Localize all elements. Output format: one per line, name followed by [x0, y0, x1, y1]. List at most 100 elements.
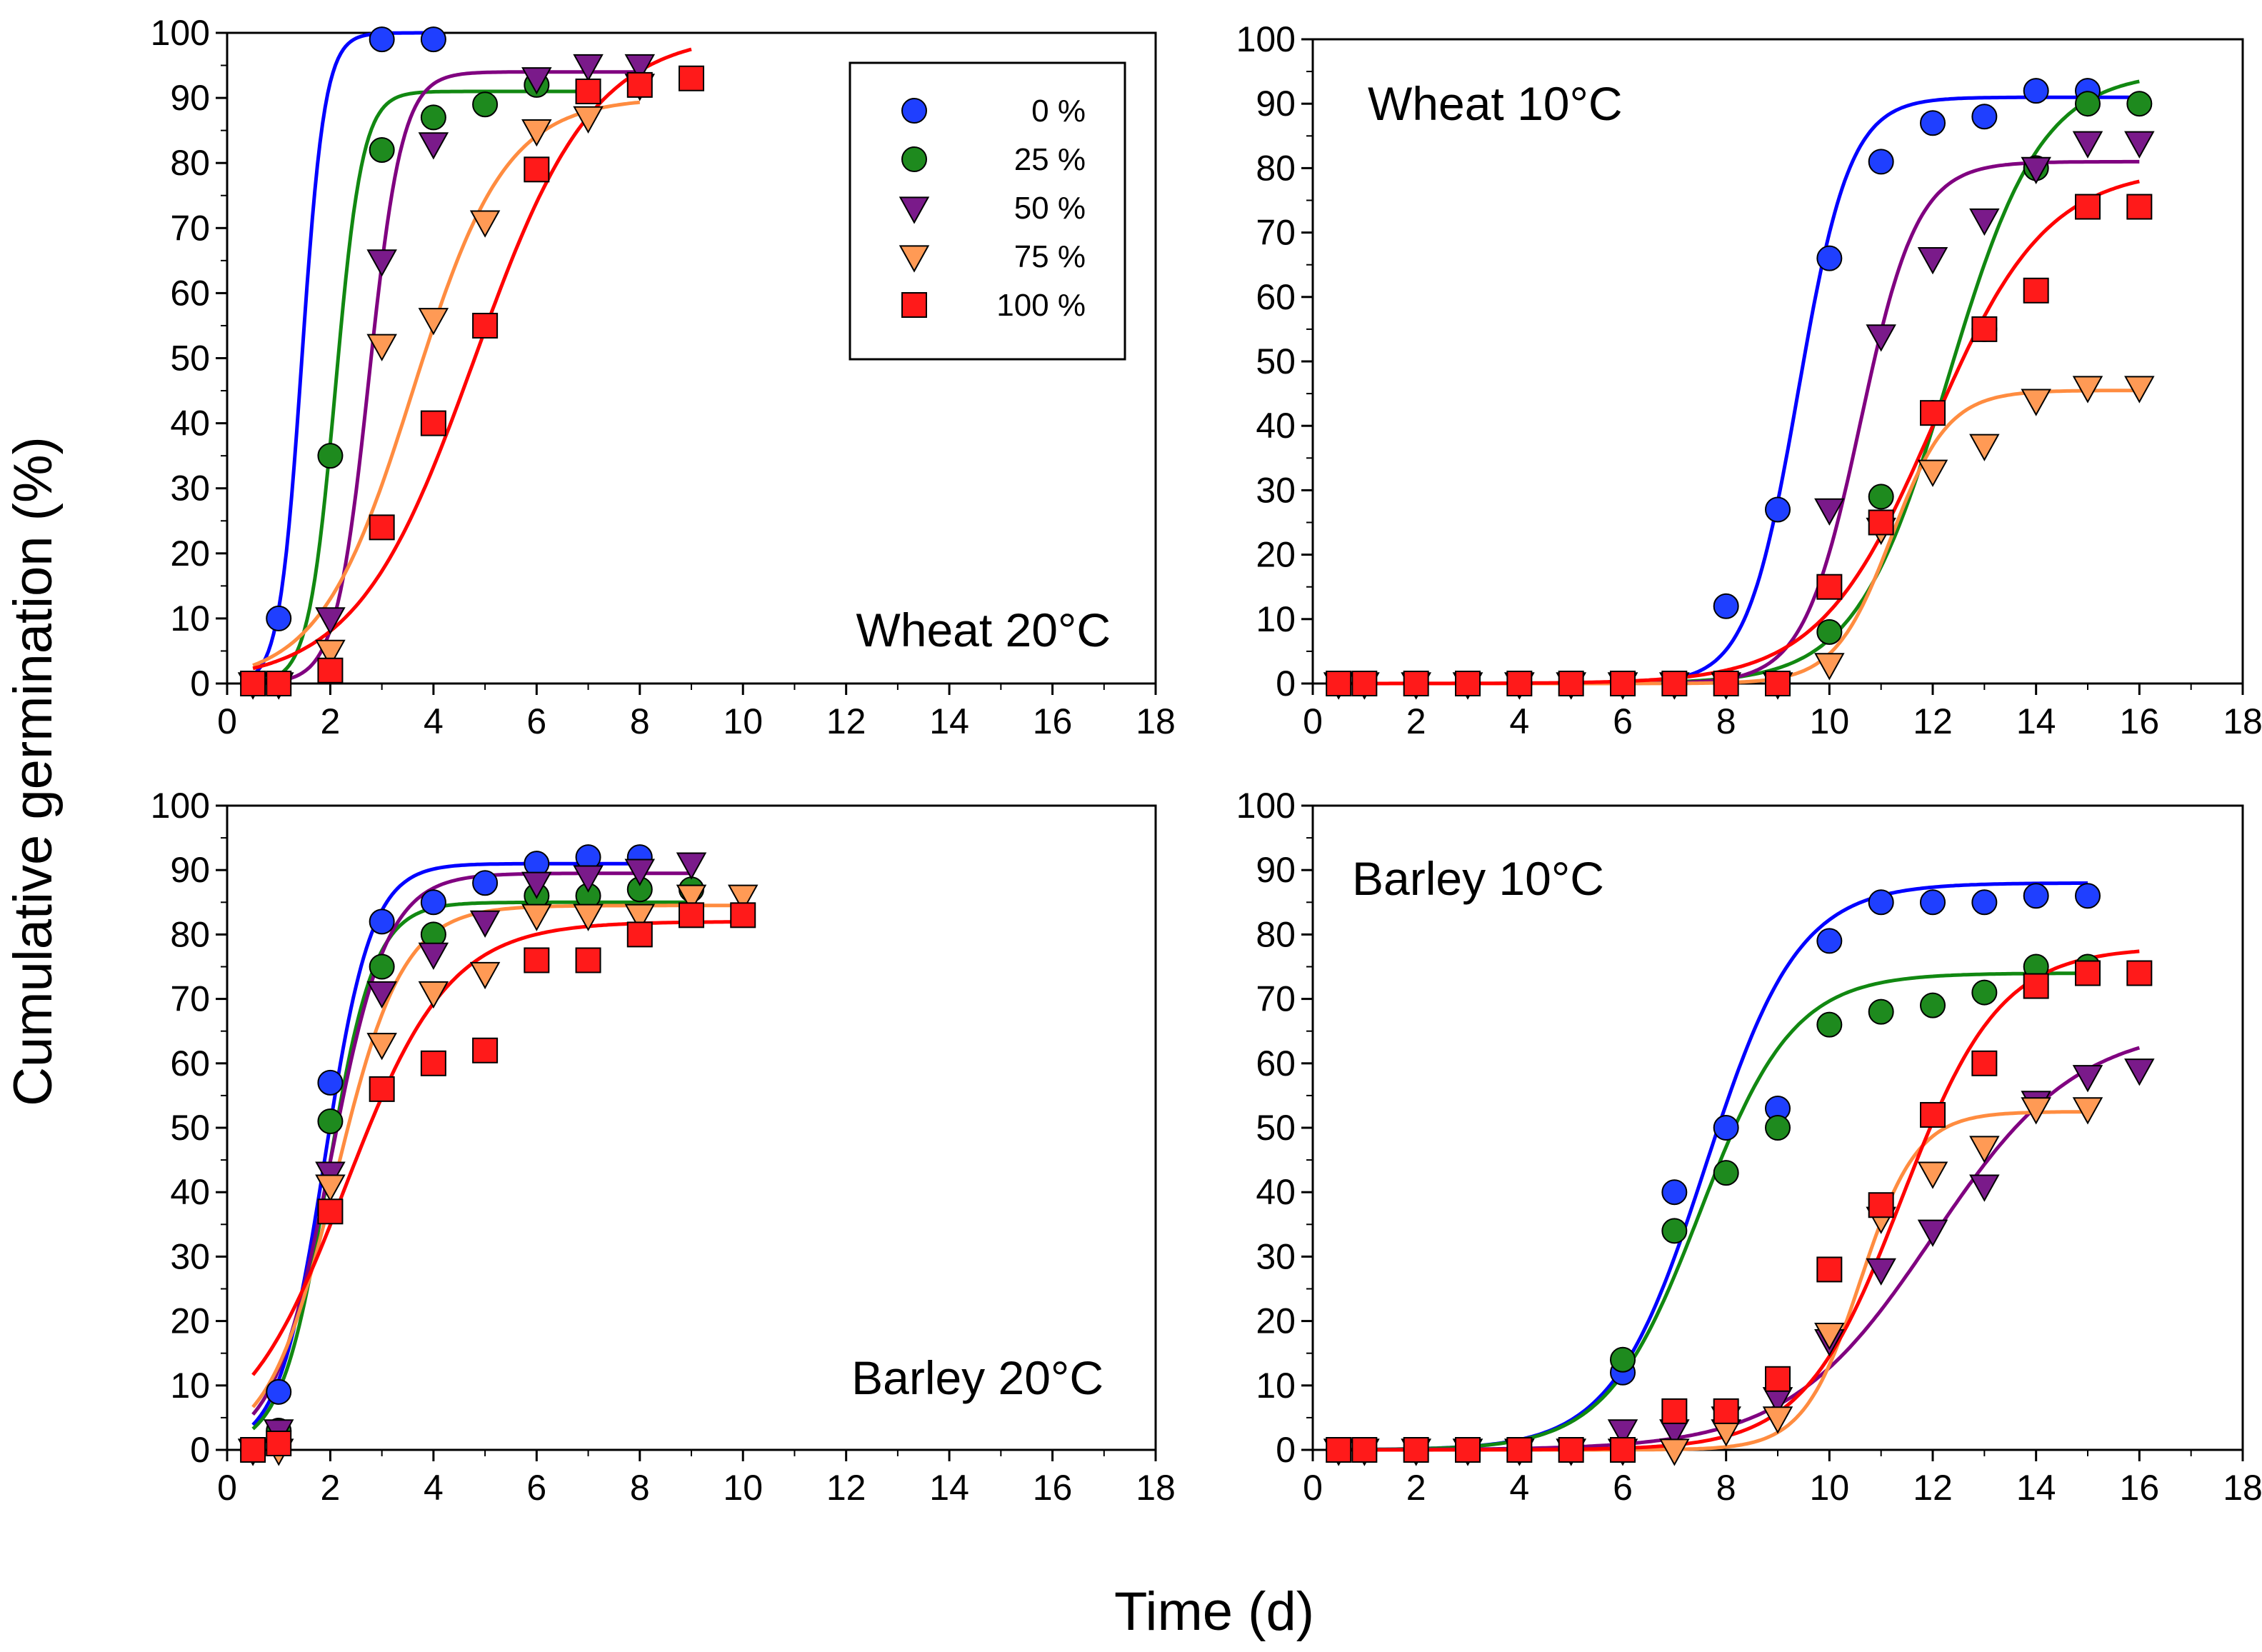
data-point	[366, 249, 397, 277]
data-point	[420, 1050, 446, 1076]
data-point	[1969, 1136, 2000, 1163]
y-tick-label: 100	[151, 786, 210, 826]
y-tick-label: 60	[170, 273, 210, 313]
x-tick-label: 16	[1033, 701, 1073, 741]
data-point	[1506, 1437, 1533, 1463]
data-point	[1816, 245, 1843, 271]
y-tick-label: 10	[170, 1366, 210, 1406]
y-tick-label: 50	[170, 339, 210, 379]
data-point	[2126, 194, 2153, 220]
legend-marker	[901, 292, 927, 318]
data-point	[1506, 671, 1533, 696]
data-point	[1765, 671, 1791, 696]
x-tick-label: 16	[2120, 1468, 2160, 1508]
data-point	[2072, 1097, 2103, 1125]
x-axis-label: Time (d)	[1114, 1581, 1314, 1642]
y-tick-label: 40	[1256, 406, 1296, 446]
x-tick-label: 10	[1810, 701, 1850, 741]
data-point	[2124, 1058, 2155, 1086]
data-point	[1920, 1101, 1946, 1128]
data-point	[626, 921, 653, 948]
data-point	[315, 639, 346, 668]
x-tick-label: 14	[929, 1468, 969, 1508]
legend-label: 25 %	[1014, 142, 1086, 177]
data-point	[420, 26, 446, 53]
data-point	[1920, 992, 1946, 1018]
x-tick-label: 16	[2120, 701, 2160, 741]
y-tick-label: 0	[1276, 1430, 1296, 1470]
panel-2: 0 2 4 6 8 10 12 14 16 18 0 10 20 30 40 50 60 70 80 90 100 Whe…	[1236, 19, 2262, 741]
data-point	[1713, 593, 1739, 619]
data-point	[1866, 1258, 1896, 1286]
data-point	[679, 902, 704, 928]
x-tick-label: 18	[1136, 1468, 1176, 1508]
data-point	[1765, 1366, 1791, 1392]
y-tick-label: 80	[1256, 914, 1296, 954]
x-tick-label: 10	[723, 1468, 763, 1508]
panel-1: 0 2 4 6 8 10 12 14 16 18 0 10 20 30 40 50 60 70 80 90 100 Whe…	[151, 13, 1176, 741]
data-point	[1917, 247, 1948, 275]
y-tick-label: 20	[170, 534, 210, 574]
data-point	[1403, 671, 1429, 696]
series-100pct	[1326, 960, 2153, 1463]
fit-curve-0pct	[251, 861, 640, 1426]
legend-box	[849, 61, 1126, 361]
y-tick-label: 60	[1256, 277, 1296, 317]
data-point	[626, 71, 653, 98]
data-point	[317, 657, 344, 684]
data-point	[676, 884, 707, 912]
y-tick-label: 70	[1256, 213, 1296, 253]
legend-label: 75 %	[1014, 239, 1086, 274]
legend-label: 0 %	[1031, 94, 1086, 129]
legend-marker	[899, 196, 930, 224]
y-tick-label: 40	[1256, 1172, 1296, 1212]
x-tick-label: 18	[1136, 701, 1176, 741]
data-point	[472, 312, 499, 339]
data-point	[521, 871, 552, 899]
data-point	[1920, 400, 1946, 426]
data-point	[418, 132, 449, 160]
data-point	[369, 514, 395, 541]
data-point	[2075, 91, 2101, 117]
fit-curve-50pct	[253, 70, 640, 685]
data-point	[1971, 889, 1998, 916]
data-point	[1661, 671, 1688, 696]
legend-marker	[901, 98, 927, 124]
y-tick-label: 90	[170, 78, 210, 118]
data-point	[1661, 1218, 1688, 1244]
data-point	[1326, 1437, 1352, 1463]
y-tick-label: 100	[1236, 786, 1296, 826]
data-point	[1713, 1115, 1739, 1141]
data-point	[369, 26, 395, 53]
legend: 0 % 25 % 50 % 75 % 100 %	[849, 61, 1126, 361]
legend-entry: 0 %	[901, 94, 1086, 129]
data-point	[472, 870, 499, 896]
panel-title: Wheat 10°C	[1368, 77, 1623, 130]
data-point	[1917, 459, 1948, 487]
x-tick-label: 0	[1303, 701, 1323, 741]
y-tick-label: 50	[170, 1108, 210, 1148]
data-point	[2021, 1097, 2051, 1125]
data-point	[1610, 1346, 1636, 1373]
data-point	[2072, 131, 2103, 159]
data-point	[2124, 376, 2155, 404]
x-tick-label: 18	[2223, 701, 2262, 741]
y-tick-label: 20	[1256, 535, 1296, 575]
y-tick-label: 100	[1236, 19, 1296, 59]
data-point	[1713, 1398, 1739, 1424]
data-point	[2126, 91, 2153, 117]
data-point	[1610, 1437, 1636, 1463]
x-tick-label: 14	[2016, 701, 2056, 741]
data-point	[2023, 78, 2049, 104]
x-tick-label: 6	[526, 701, 546, 741]
data-point	[1917, 1161, 1948, 1189]
x-tick-label: 18	[2223, 1468, 2262, 1508]
series-100pct	[240, 65, 704, 696]
data-point	[1607, 1419, 1638, 1447]
data-point	[240, 1437, 266, 1463]
data-point	[1816, 928, 1843, 954]
x-tick-label: 6	[1613, 1468, 1633, 1508]
data-point	[624, 858, 656, 886]
y-tick-label: 90	[1256, 84, 1296, 124]
data-point	[472, 1037, 499, 1063]
